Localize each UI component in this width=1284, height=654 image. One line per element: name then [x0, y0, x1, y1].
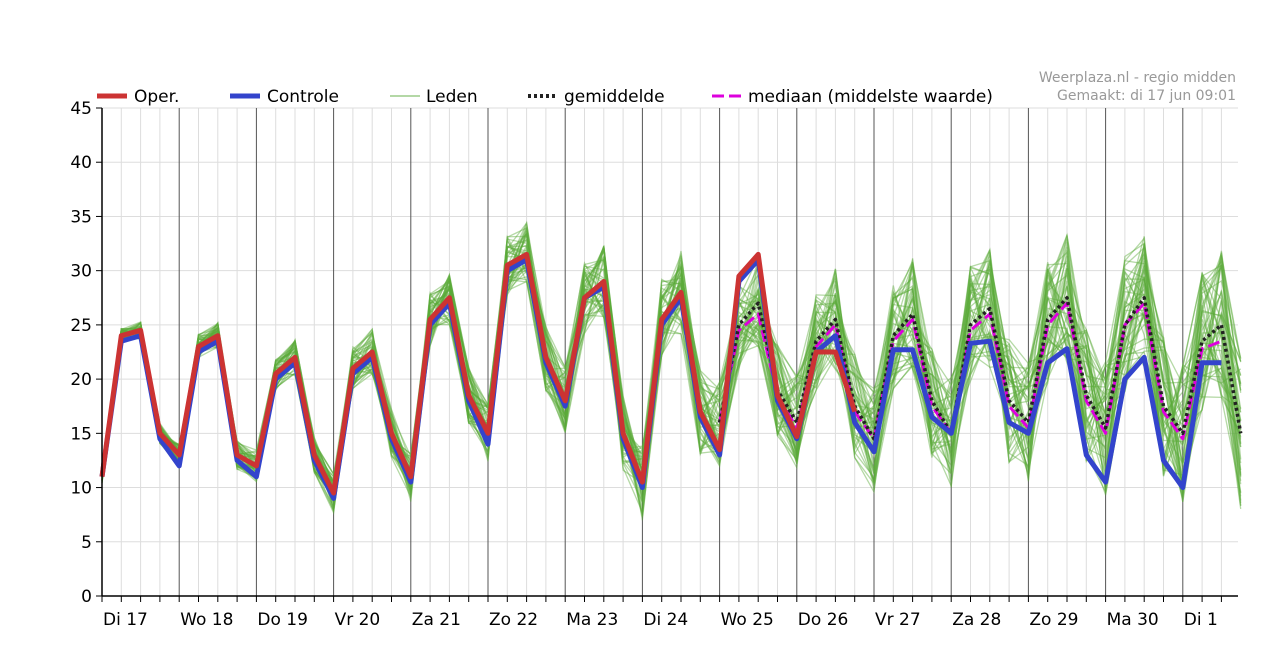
legend-label-oper: Oper. [134, 87, 179, 107]
ytick-label: 10 [70, 479, 92, 499]
main-series [99, 251, 1243, 501]
series-oper-line [99, 251, 858, 496]
ensemble-member-line [101, 247, 1242, 494]
created-timestamp: Gemaakt: di 17 jun 09:01 [1057, 88, 1236, 104]
ytick-label: 15 [70, 424, 92, 444]
ensemble-member-line [101, 223, 1242, 500]
ensemble-member-line [101, 251, 1242, 508]
ensemble-member-line [101, 239, 1242, 509]
ensemble-member-line [101, 242, 1242, 488]
day-label: Za 28 [952, 610, 1001, 630]
legend: Oper. Controle Leden gemiddelde mediaan … [97, 87, 993, 107]
series-gemiddelde-line [717, 296, 1243, 441]
legend-label-gemiddelde: gemiddelde [564, 87, 665, 107]
day-label: Zo 22 [489, 610, 538, 630]
axes: 0 5 10 15 20 25 30 35 40 45 Di 17 Wo 18 Do 19 Vr 20 Za… [70, 99, 1238, 630]
ytick-label: 0 [81, 587, 92, 607]
ensemble-member-line [101, 244, 1242, 513]
day-label: Vr 20 [335, 610, 381, 630]
ensemble-member-line [101, 249, 1242, 502]
ytick-label: 20 [70, 370, 92, 390]
ensemble-member-line [101, 236, 1242, 488]
grid [102, 107, 1238, 597]
day-label: Di 1 [1184, 610, 1218, 630]
series-mediaan-line [718, 301, 1222, 441]
day-label: Di 24 [643, 610, 688, 630]
day-label: Do 19 [257, 610, 308, 630]
ensemble-member-line [101, 252, 1242, 493]
ensemble-member-line [101, 243, 1242, 503]
day-label: Ma 30 [1107, 610, 1159, 630]
source-label: Weerplaza.nl - regio midden [1039, 70, 1236, 86]
day-label: Di 17 [103, 610, 148, 630]
ensemble-member-line [101, 246, 1242, 498]
ytick-label: 45 [70, 99, 92, 119]
day-label: Wo 18 [180, 610, 233, 630]
legend-label-leden: Leden [426, 87, 478, 107]
ytick-label: 5 [81, 533, 92, 553]
ytick-label: 40 [70, 153, 92, 173]
ensemble-member-line [101, 232, 1242, 505]
legend-label-controle: Controle [267, 87, 339, 107]
ensemble-member-line [101, 237, 1242, 506]
day-label: Do 26 [798, 610, 849, 630]
day-label: Ma 23 [566, 610, 618, 630]
ensemble-member-line [101, 234, 1242, 494]
day-label: Wo 25 [721, 610, 774, 630]
ytick-label: 35 [70, 207, 92, 227]
day-label: Vr 27 [875, 610, 921, 630]
ensemble-member-line [101, 233, 1242, 491]
legend-label-mediaan: mediaan (middelste waarde) [748, 87, 993, 107]
day-label: Za 21 [412, 610, 461, 630]
ytick-label: 25 [70, 316, 92, 336]
day-label: Zo 29 [1029, 610, 1078, 630]
ytick-label: 30 [70, 262, 92, 282]
